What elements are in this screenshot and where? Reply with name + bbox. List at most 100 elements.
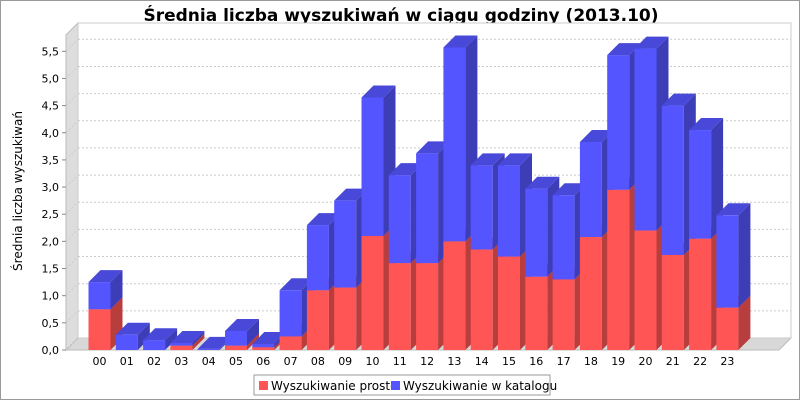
bar-side [711,118,724,239]
bar-catalog-23 [716,203,751,308]
x-tick-label: 21 [666,355,680,368]
legend-box [253,374,551,396]
bar-front [416,263,439,350]
y-tick-label: 4,5 [42,100,60,113]
bar-top [716,203,751,216]
bar-front [498,256,520,350]
gridline-diagonal [65,174,79,188]
x-tick-label: 19 [611,355,625,368]
x-tick-label: 08 [311,355,325,368]
bar-top [334,188,369,201]
bar-front [225,330,247,346]
legend-label-simple: Wyszukiwanie proste [271,379,397,393]
bars [88,35,751,350]
y-tick-label: 5,5 [42,45,60,58]
bar-front [388,175,411,264]
bar-front [416,153,439,264]
bar-front [716,215,739,308]
y-axis-ticks: 0,0 0,5 1,0 1,5 2,0 2,5 3,0 3,5 4,0 4,5 5,0 5,5 [42,45,66,357]
bar-front [661,105,684,255]
gridline-diagonal [65,120,79,134]
bar-top [306,213,341,226]
bar-front [661,254,684,350]
bar-front [634,48,657,231]
x-tick-label: 02 [147,355,161,368]
x-tick-label: 13 [447,355,461,368]
bar-front [170,345,193,350]
bar-front [115,334,138,350]
bar-front [361,235,384,350]
bar-front [334,200,357,288]
legend-label-catalog: Wyszukiwanie w katalogu [403,379,557,393]
bar-side [738,203,751,308]
y-tick-label: 2,5 [42,208,60,221]
bar-catalog-02 [143,328,178,350]
bar-side [110,270,123,310]
gridline-diagonal [65,283,79,297]
bar-top [579,129,614,142]
bar-top [634,36,669,49]
x-tick-label: 17 [557,355,571,368]
bar-front [279,336,302,350]
bar-top [525,176,560,189]
bar-top [661,93,696,106]
bar-front [334,287,357,350]
bar-top [443,35,478,48]
bar-simple-23 [716,295,751,350]
bar-front [689,130,712,239]
bar-front [197,348,220,350]
bar-side [137,322,150,350]
y-tick-label: 1,5 [42,263,60,276]
bar-top [388,163,423,176]
bar-front [143,340,166,350]
gridline-diagonal [65,66,79,79]
bar-side [192,333,205,350]
bar-front [170,342,193,346]
gridline-diagonal [65,256,79,269]
x-tick-label: 12 [420,355,434,368]
bar-catalog-00 [88,270,123,310]
bar-top [498,153,532,166]
x-tick-label: 16 [529,355,543,368]
y-tick-label: 3,0 [42,181,60,194]
legend: Wyszukiwanie proste Wyszukiwanie w katal… [253,374,557,396]
y-tick-label: 4,0 [42,127,60,140]
bar-top [689,118,724,131]
bar-front [252,344,275,348]
y-tick-label: 0,0 [42,344,60,357]
bar-front [689,238,712,350]
gridline-diagonal [65,310,79,324]
bar-top [197,336,232,349]
bar-top [88,270,123,283]
bar-front [470,249,493,350]
y-tick-label: 1,0 [42,290,60,303]
bar-front [361,97,384,236]
bar-front [470,165,493,250]
bar-front [388,263,411,350]
legend-swatch-catalog [391,381,400,390]
bar-catalog-22 [689,118,724,239]
bar-front [306,225,329,291]
x-tick-label: 11 [393,355,407,368]
bar-front [88,282,111,310]
y-tick-label: 3,5 [42,154,60,167]
bar-front [88,309,111,350]
bar-top [225,318,259,331]
x-tick-label: 18 [584,355,598,368]
bar-front [552,195,575,280]
bar-front [634,230,657,350]
gridline-diagonal [65,201,79,215]
x-tick-label: 05 [229,355,243,368]
bar-side [192,330,205,346]
bar-front [579,237,602,350]
bar-top [361,85,396,98]
bar-front [525,276,548,350]
x-tick-label: 04 [202,355,216,368]
gridline-diagonal [65,147,79,161]
bar-side [738,295,751,350]
bar-catalog-05 [225,318,259,346]
y-axis-label: Średnia liczba wyszukiwań [10,111,25,271]
bar-top [416,141,451,154]
x-tick-label: 07 [284,355,298,368]
